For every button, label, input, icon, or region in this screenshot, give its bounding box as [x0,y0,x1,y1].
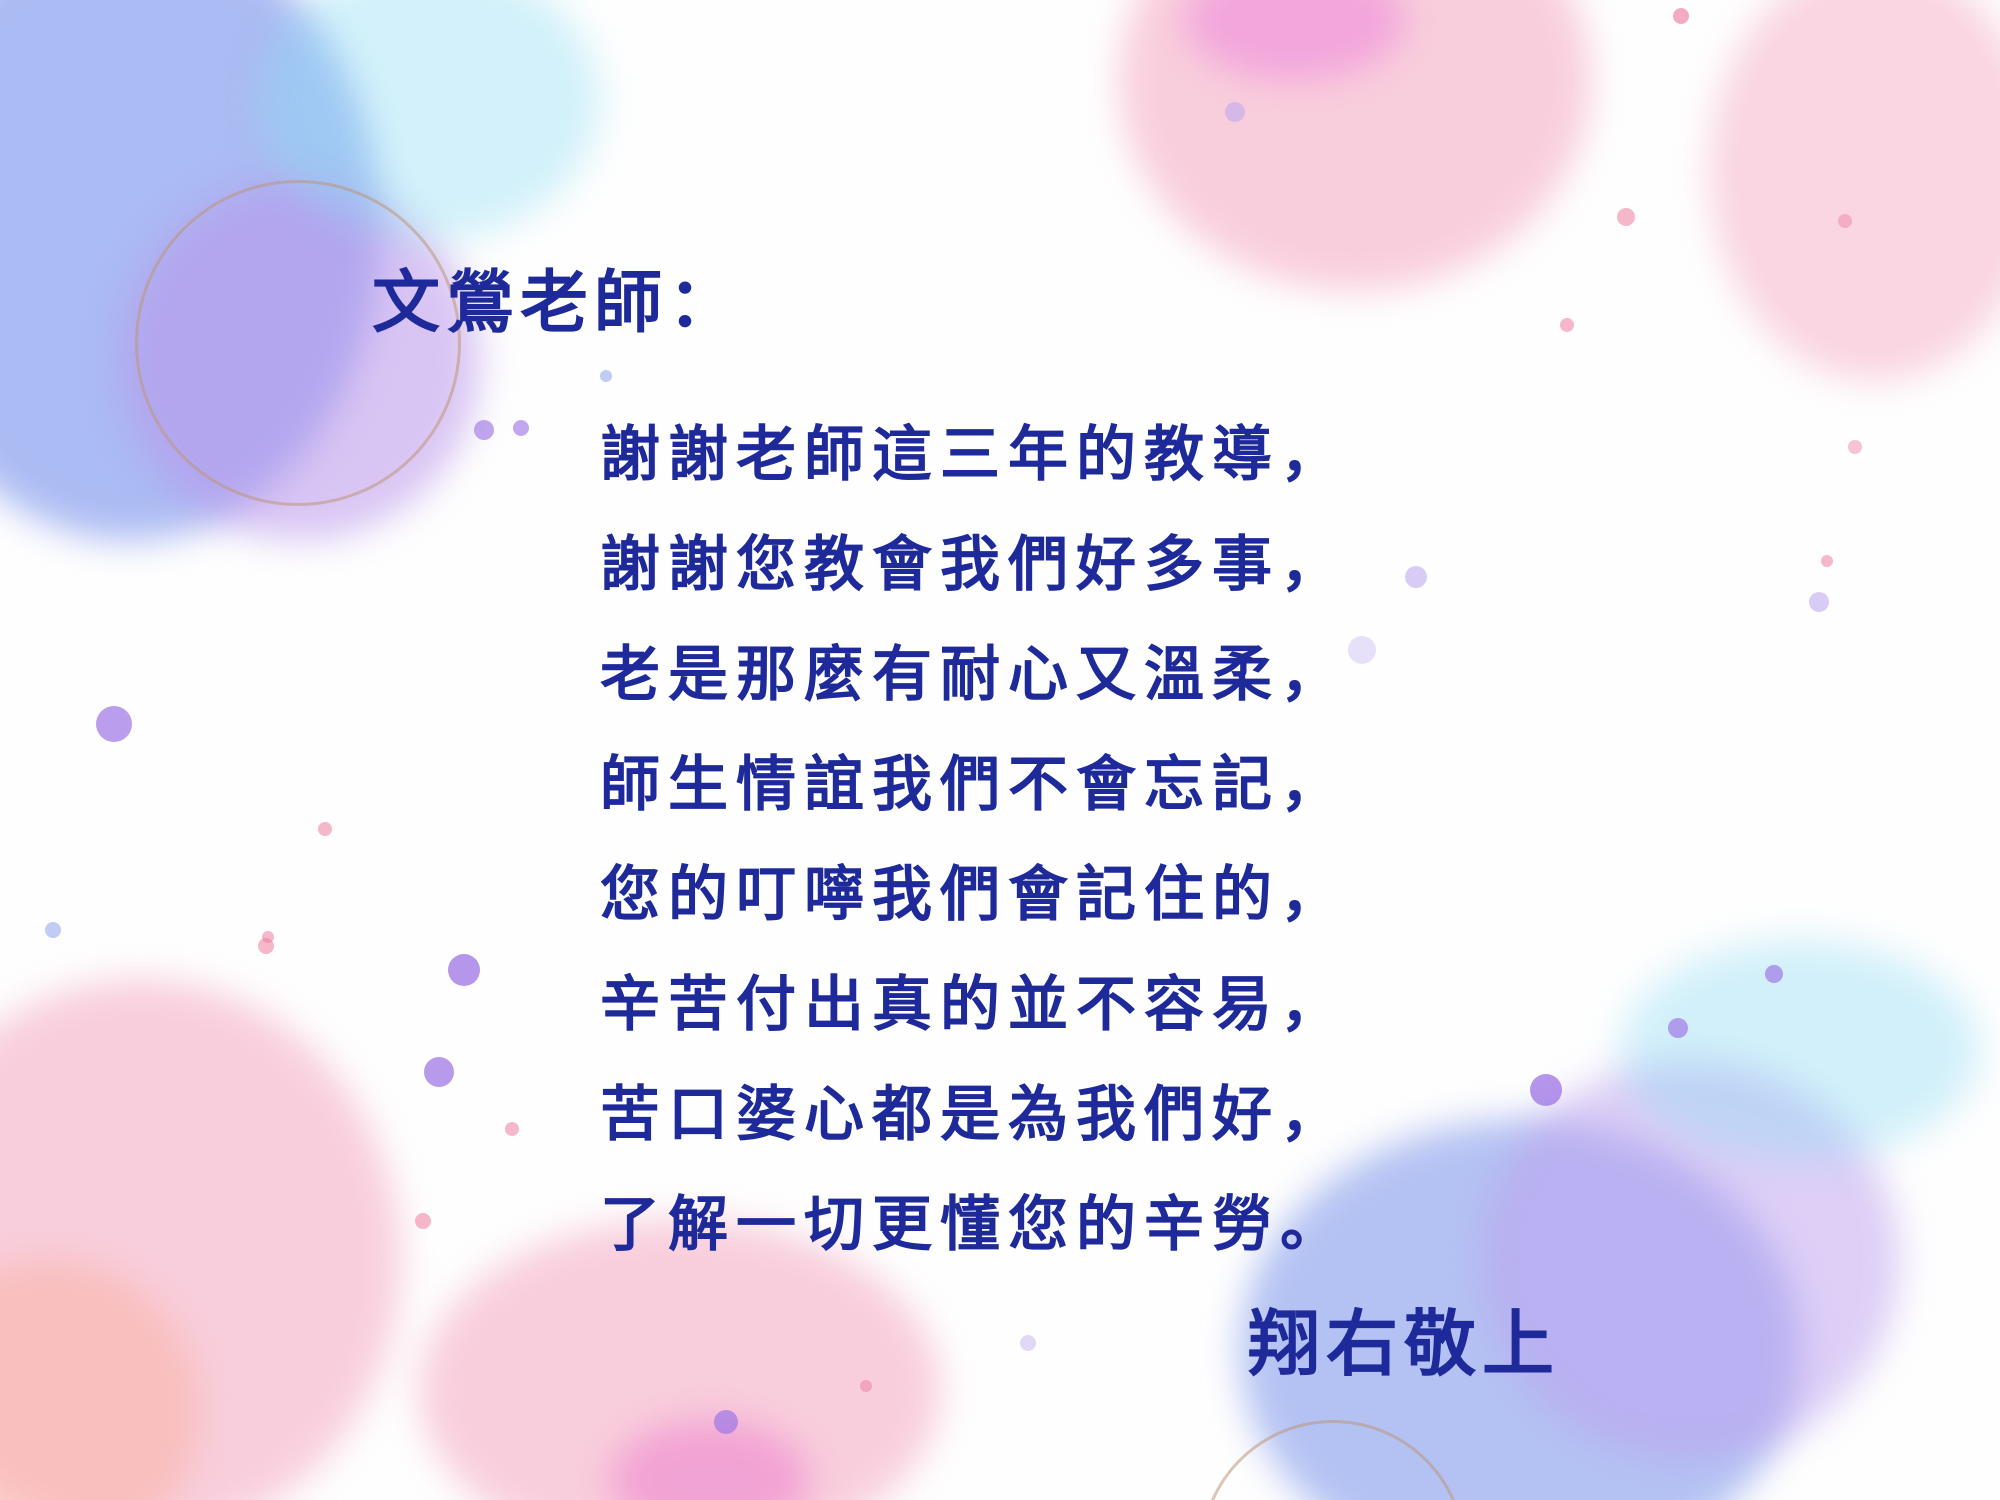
lavender-dot [1809,592,1829,612]
pink-dot [1560,318,1574,332]
blue-dot [45,922,61,938]
pink-dot [860,1380,872,1392]
purple-dot [714,1410,738,1434]
pink-dot [415,1213,431,1229]
message-line: 辛苦付出真的並不容易， [600,970,1348,1040]
purple-dot [96,706,132,742]
purple-dot [1765,965,1783,983]
cyan-wash-bottom-right [1620,940,1980,1160]
purple-dot [1530,1074,1562,1106]
message-line: 謝謝您教會我們好多事， [600,530,1348,600]
lavender-wash-bottom-right [1480,1060,1900,1460]
gold-ring-top-left [135,180,461,506]
purple-dot [448,954,480,986]
purple-dot [424,1057,454,1087]
message-line: 師生情誼我們不會忘記， [600,750,1348,820]
salutation: 文鶯老師： [372,264,743,343]
purple-dot [513,420,529,436]
blue-dot [600,370,612,382]
pink-wash-top-right [1710,0,2000,380]
message-line: 了解一切更懂您的辛勞。 [600,1190,1348,1260]
pink-dot [262,931,274,943]
pink-dot [505,1122,519,1136]
signature: 翔右敬上 [1248,1302,1561,1386]
message-line: 您的叮嚀我們會記住的， [600,860,1348,930]
purple-dot [474,420,494,440]
lavender-dot [1020,1335,1036,1351]
pink-dot [1838,214,1852,228]
pink-dot [1821,555,1833,567]
lavender-dot [1225,102,1245,122]
message-line: 老是那麼有耐心又溫柔， [600,640,1348,710]
lavender-dot [1405,566,1427,588]
purple-dot [1668,1018,1688,1038]
pink-dot [1617,208,1635,226]
pink-dot [1673,8,1689,24]
message-lines: 謝謝老師這三年的教導， 謝謝您教會我們好多事， 老是那麼有耐心又溫柔， 師生情誼… [600,400,1420,1280]
message-line: 謝謝老師這三年的教導， [600,420,1348,490]
message-line: 苦口婆心都是為我們好， [600,1080,1348,1150]
lavender-dot [1348,636,1376,664]
pink-dot [318,822,332,836]
pink-dot [1848,440,1862,454]
